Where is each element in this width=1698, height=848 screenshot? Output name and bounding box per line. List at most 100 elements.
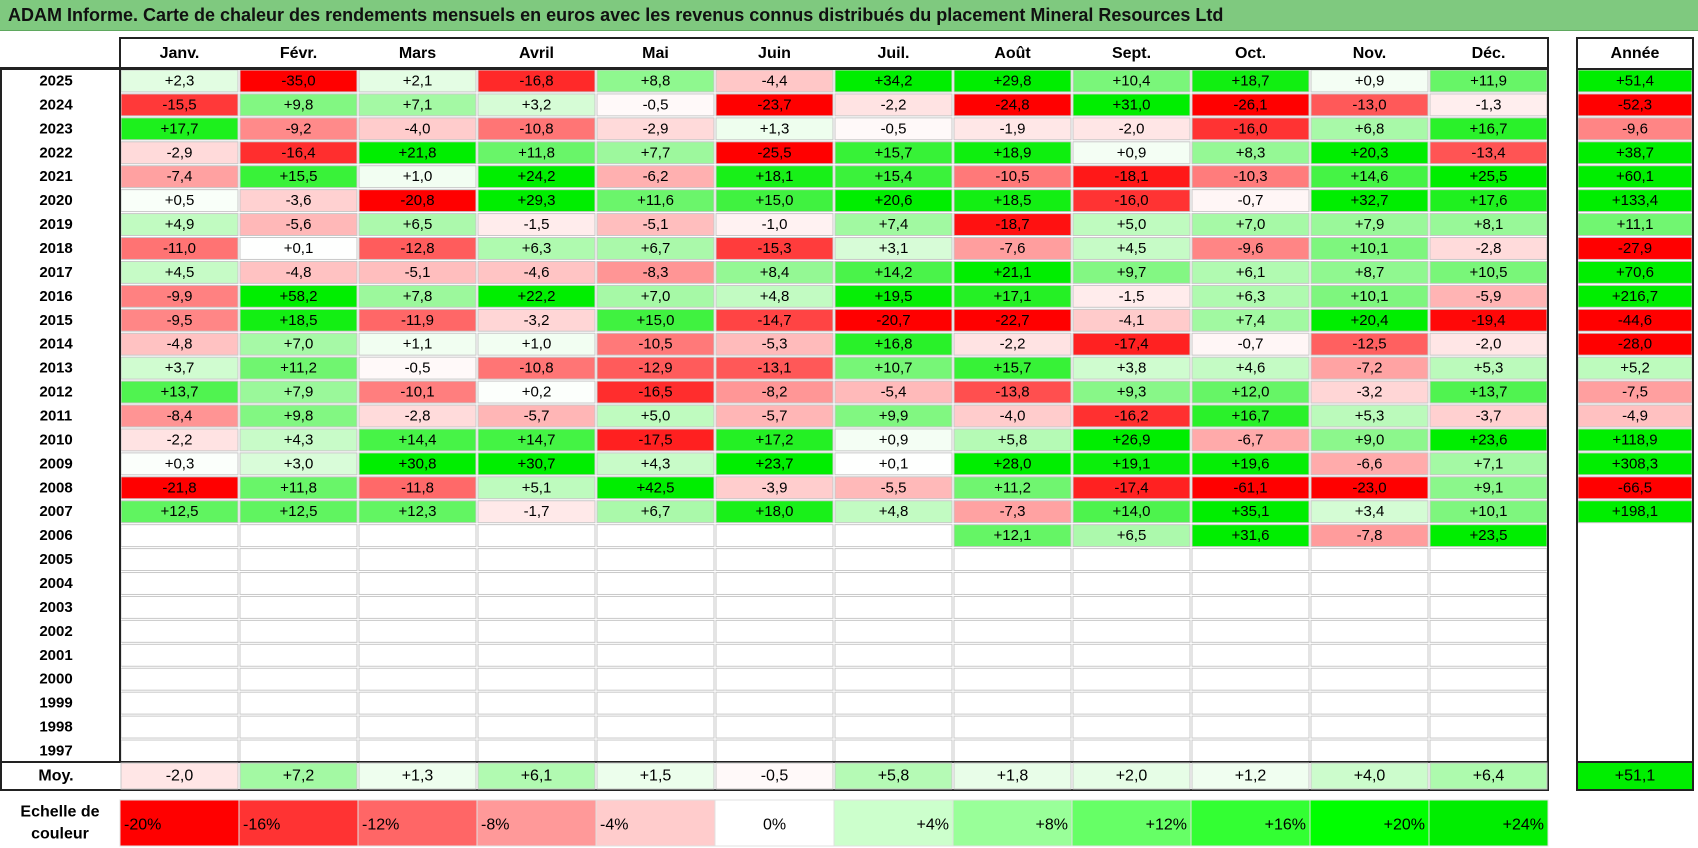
heatmap-cell: [1429, 595, 1548, 619]
cell-value: -10,3: [1233, 168, 1267, 185]
annual-value: +198,1: [1612, 503, 1658, 520]
heatmap-cell: [477, 715, 596, 739]
heatmap-cell: [715, 524, 834, 548]
cell-value: +6,5: [1117, 527, 1147, 544]
annual-cell: [1578, 572, 1692, 595]
cell-value: -7,4: [167, 168, 193, 185]
heatmap-cell: [715, 452, 834, 476]
color-scale-swatch: [1309, 799, 1430, 847]
heatmap-cell: [953, 667, 1072, 691]
heatmap-cell: [1191, 141, 1310, 165]
heatmap-cell: [596, 165, 715, 189]
cell-value: +8,1: [1474, 216, 1504, 233]
cell-value: -25,5: [757, 144, 791, 161]
cell-value: +6,3: [522, 240, 552, 257]
cell-value: -20,7: [876, 312, 910, 329]
month-header: Oct.: [1235, 45, 1266, 62]
heatmap-cell: [1191, 356, 1310, 380]
annual-value: +216,7: [1612, 288, 1658, 305]
month-header: Janv.: [160, 45, 200, 62]
average-cell: [1429, 762, 1548, 790]
heatmap-cell: [239, 524, 358, 548]
cell-value: +5,0: [641, 407, 671, 424]
heatmap-cell: [1310, 189, 1429, 213]
heatmap-cell: [834, 404, 953, 428]
cell-value: -2,9: [167, 144, 193, 161]
heatmap-cell: [834, 739, 953, 763]
heatmap-cell: [596, 356, 715, 380]
cell-value: -2,2: [1000, 336, 1026, 353]
heatmap-cell: [1310, 260, 1429, 284]
heatmap-cell: [953, 524, 1072, 548]
cell-value: +7,7: [641, 144, 671, 161]
cell-value: -18,1: [1114, 168, 1148, 185]
heatmap-cell: [834, 213, 953, 237]
cell-value: +20,3: [1351, 144, 1389, 161]
heatmap-cell: [1191, 667, 1310, 691]
heatmap-cell: [1072, 117, 1191, 141]
annual-average-value: +51,1: [1615, 768, 1656, 785]
page-title: ADAM Informe. Carte de chaleur des rende…: [8, 5, 1224, 25]
year-label: 1999: [39, 695, 72, 712]
cell-value: +8,4: [760, 264, 790, 281]
cell-value: -3,9: [762, 479, 788, 496]
heatmap-cell: [239, 165, 358, 189]
heatmap-cell: [477, 500, 596, 524]
cell-value: +7,4: [1236, 312, 1266, 329]
cell-value: -61,1: [1233, 479, 1267, 496]
heatmap-cell: [477, 619, 596, 643]
heatmap-cell: [1191, 619, 1310, 643]
heatmap-cell: [715, 189, 834, 213]
year-label: 2004: [39, 575, 73, 592]
annual-value: +11,1: [1617, 216, 1654, 233]
month-header: Août: [994, 45, 1031, 62]
heatmap-cell: [953, 739, 1072, 763]
heatmap-cell: [1429, 619, 1548, 643]
heatmap-cell: [596, 715, 715, 739]
heatmap-cell: [239, 141, 358, 165]
cell-value: +6,5: [403, 216, 433, 233]
cell-value: -0,7: [1238, 192, 1264, 209]
cell-value: +3,1: [879, 240, 909, 257]
cell-value: +6,8: [1355, 120, 1385, 137]
cell-value: -2,8: [1476, 240, 1502, 257]
heatmap-cell: [239, 643, 358, 667]
heatmap-cell: [358, 739, 477, 763]
heatmap-cell: [1072, 500, 1191, 524]
color-scale-stop-label: +20%: [1384, 817, 1425, 834]
cell-value: -1,3: [1476, 96, 1502, 113]
cell-value: +16,7: [1470, 120, 1508, 137]
cell-value: -22,7: [995, 312, 1029, 329]
heatmap-cell: [358, 117, 477, 141]
heatmap-cell: [596, 476, 715, 500]
color-scale-swatch: [119, 799, 240, 847]
average-cell: [834, 762, 953, 790]
heatmap-cell: [953, 500, 1072, 524]
heatmap-cell: [1310, 691, 1429, 715]
cell-value: -9,2: [286, 120, 312, 137]
cell-value: -20,8: [400, 192, 434, 209]
heatmap-cell: [1310, 715, 1429, 739]
cell-value: +9,8: [284, 407, 314, 424]
heatmap-cell: [834, 619, 953, 643]
heatmap-cell: [239, 691, 358, 715]
annual-cell: [1578, 548, 1692, 571]
heatmap-cell: [1310, 356, 1429, 380]
cell-value: +5,3: [1355, 407, 1385, 424]
heatmap-cell: [239, 260, 358, 284]
cell-value: -17,4: [1114, 479, 1148, 496]
heatmap-cell: [715, 428, 834, 452]
cell-value: +17,7: [161, 120, 199, 137]
heatmap-cell: [1310, 93, 1429, 117]
heatmap-cell: [1429, 643, 1548, 667]
color-scale-stop-label: -8%: [481, 817, 509, 834]
heatmap-cell: [477, 141, 596, 165]
heatmap-cell: [358, 428, 477, 452]
year-label: 2025: [39, 72, 72, 89]
heatmap-cell: [953, 237, 1072, 260]
cell-value: +35,1: [1232, 503, 1270, 520]
heatmap-cell: [596, 308, 715, 332]
year-label: 2016: [39, 288, 72, 305]
average-cell: [953, 762, 1072, 790]
cell-value: +19,5: [875, 288, 913, 305]
